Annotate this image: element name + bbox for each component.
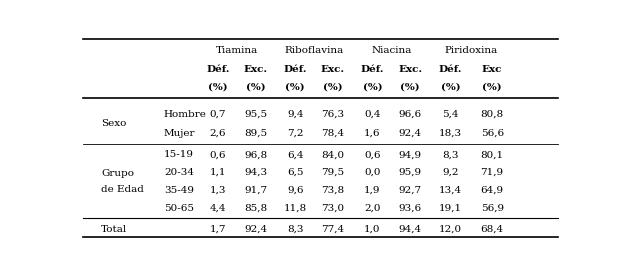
Text: 96,6: 96,6 [399,110,422,119]
Text: 94,4: 94,4 [399,225,422,234]
Text: 0,6: 0,6 [210,150,226,159]
Text: 95,5: 95,5 [244,110,267,119]
Text: 18,3: 18,3 [439,129,462,138]
Text: 1,3: 1,3 [210,186,226,195]
Text: 73,8: 73,8 [321,186,345,195]
Text: 92,4: 92,4 [399,129,422,138]
Text: de Edad: de Edad [101,185,144,194]
Text: (%): (%) [245,82,265,91]
Text: 95,9: 95,9 [399,168,422,177]
Text: 78,4: 78,4 [321,129,345,138]
Text: Mujer: Mujer [164,129,196,138]
Text: 79,5: 79,5 [321,168,345,177]
Text: (%): (%) [208,82,228,91]
Text: Déf.: Déf. [206,65,230,74]
Text: Déf.: Déf. [439,65,462,74]
Text: 1,9: 1,9 [364,186,381,195]
Text: 76,3: 76,3 [321,110,345,119]
Text: Sexo: Sexo [101,119,126,129]
Text: 92,4: 92,4 [244,225,267,234]
Text: 0,4: 0,4 [364,110,381,119]
Text: 1,0: 1,0 [364,225,381,234]
Text: 12,0: 12,0 [439,225,462,234]
Text: (%): (%) [285,82,305,91]
Text: 85,8: 85,8 [244,204,267,213]
Text: (%): (%) [482,82,502,91]
Text: 77,4: 77,4 [321,225,345,234]
Text: 1,6: 1,6 [364,129,381,138]
Text: Exc.: Exc. [398,65,422,74]
Text: 9,6: 9,6 [287,186,303,195]
Text: 80,8: 80,8 [480,110,504,119]
Text: 6,4: 6,4 [287,150,303,159]
Text: 89,5: 89,5 [244,129,267,138]
Text: 11,8: 11,8 [283,204,307,213]
Text: Hombre: Hombre [164,110,207,119]
Text: 64,9: 64,9 [480,186,504,195]
Text: (%): (%) [441,82,460,91]
Text: 91,7: 91,7 [244,186,267,195]
Text: Niacina: Niacina [371,46,411,55]
Text: 0,6: 0,6 [364,150,381,159]
Text: 2,0: 2,0 [364,204,381,213]
Text: 35-49: 35-49 [164,186,194,195]
Text: (%): (%) [323,82,343,91]
Text: 1,7: 1,7 [210,225,226,234]
Text: 19,1: 19,1 [439,204,462,213]
Text: 2,6: 2,6 [210,129,226,138]
Text: Grupo: Grupo [101,169,134,178]
Text: 56,9: 56,9 [480,204,504,213]
Text: 0,0: 0,0 [364,168,381,177]
Text: 5,4: 5,4 [442,110,459,119]
Text: 56,6: 56,6 [480,129,504,138]
Text: Exc.: Exc. [244,65,268,74]
Text: 8,3: 8,3 [287,225,303,234]
Text: (%): (%) [400,82,420,91]
Text: 93,6: 93,6 [399,204,422,213]
Text: 0,7: 0,7 [210,110,226,119]
Text: Déf.: Déf. [283,65,307,74]
Text: 15-19: 15-19 [164,150,194,159]
Text: 8,3: 8,3 [442,150,459,159]
Text: Exc: Exc [482,65,502,74]
Text: 71,9: 71,9 [480,168,504,177]
Text: Piridoxina: Piridoxina [445,46,498,55]
Text: 6,5: 6,5 [287,168,303,177]
Text: Total: Total [101,225,127,234]
Text: 73,0: 73,0 [321,204,345,213]
Text: 9,2: 9,2 [442,168,459,177]
Text: 20-34: 20-34 [164,168,194,177]
Text: 1,1: 1,1 [210,168,226,177]
Text: Tiamina: Tiamina [216,46,258,55]
Text: (%): (%) [363,82,383,91]
Text: 94,3: 94,3 [244,168,267,177]
Text: 92,7: 92,7 [399,186,422,195]
Text: Déf.: Déf. [361,65,384,74]
Text: 13,4: 13,4 [439,186,462,195]
Text: Exc.: Exc. [321,65,345,74]
Text: Riboflavina: Riboflavina [284,46,344,55]
Text: 94,9: 94,9 [399,150,422,159]
Text: 4,4: 4,4 [210,204,226,213]
Text: 7,2: 7,2 [287,129,303,138]
Text: 80,1: 80,1 [480,150,504,159]
Text: 9,4: 9,4 [287,110,303,119]
Text: 84,0: 84,0 [321,150,345,159]
Text: 68,4: 68,4 [480,225,504,234]
Text: 96,8: 96,8 [244,150,267,159]
Text: 50-65: 50-65 [164,204,194,213]
